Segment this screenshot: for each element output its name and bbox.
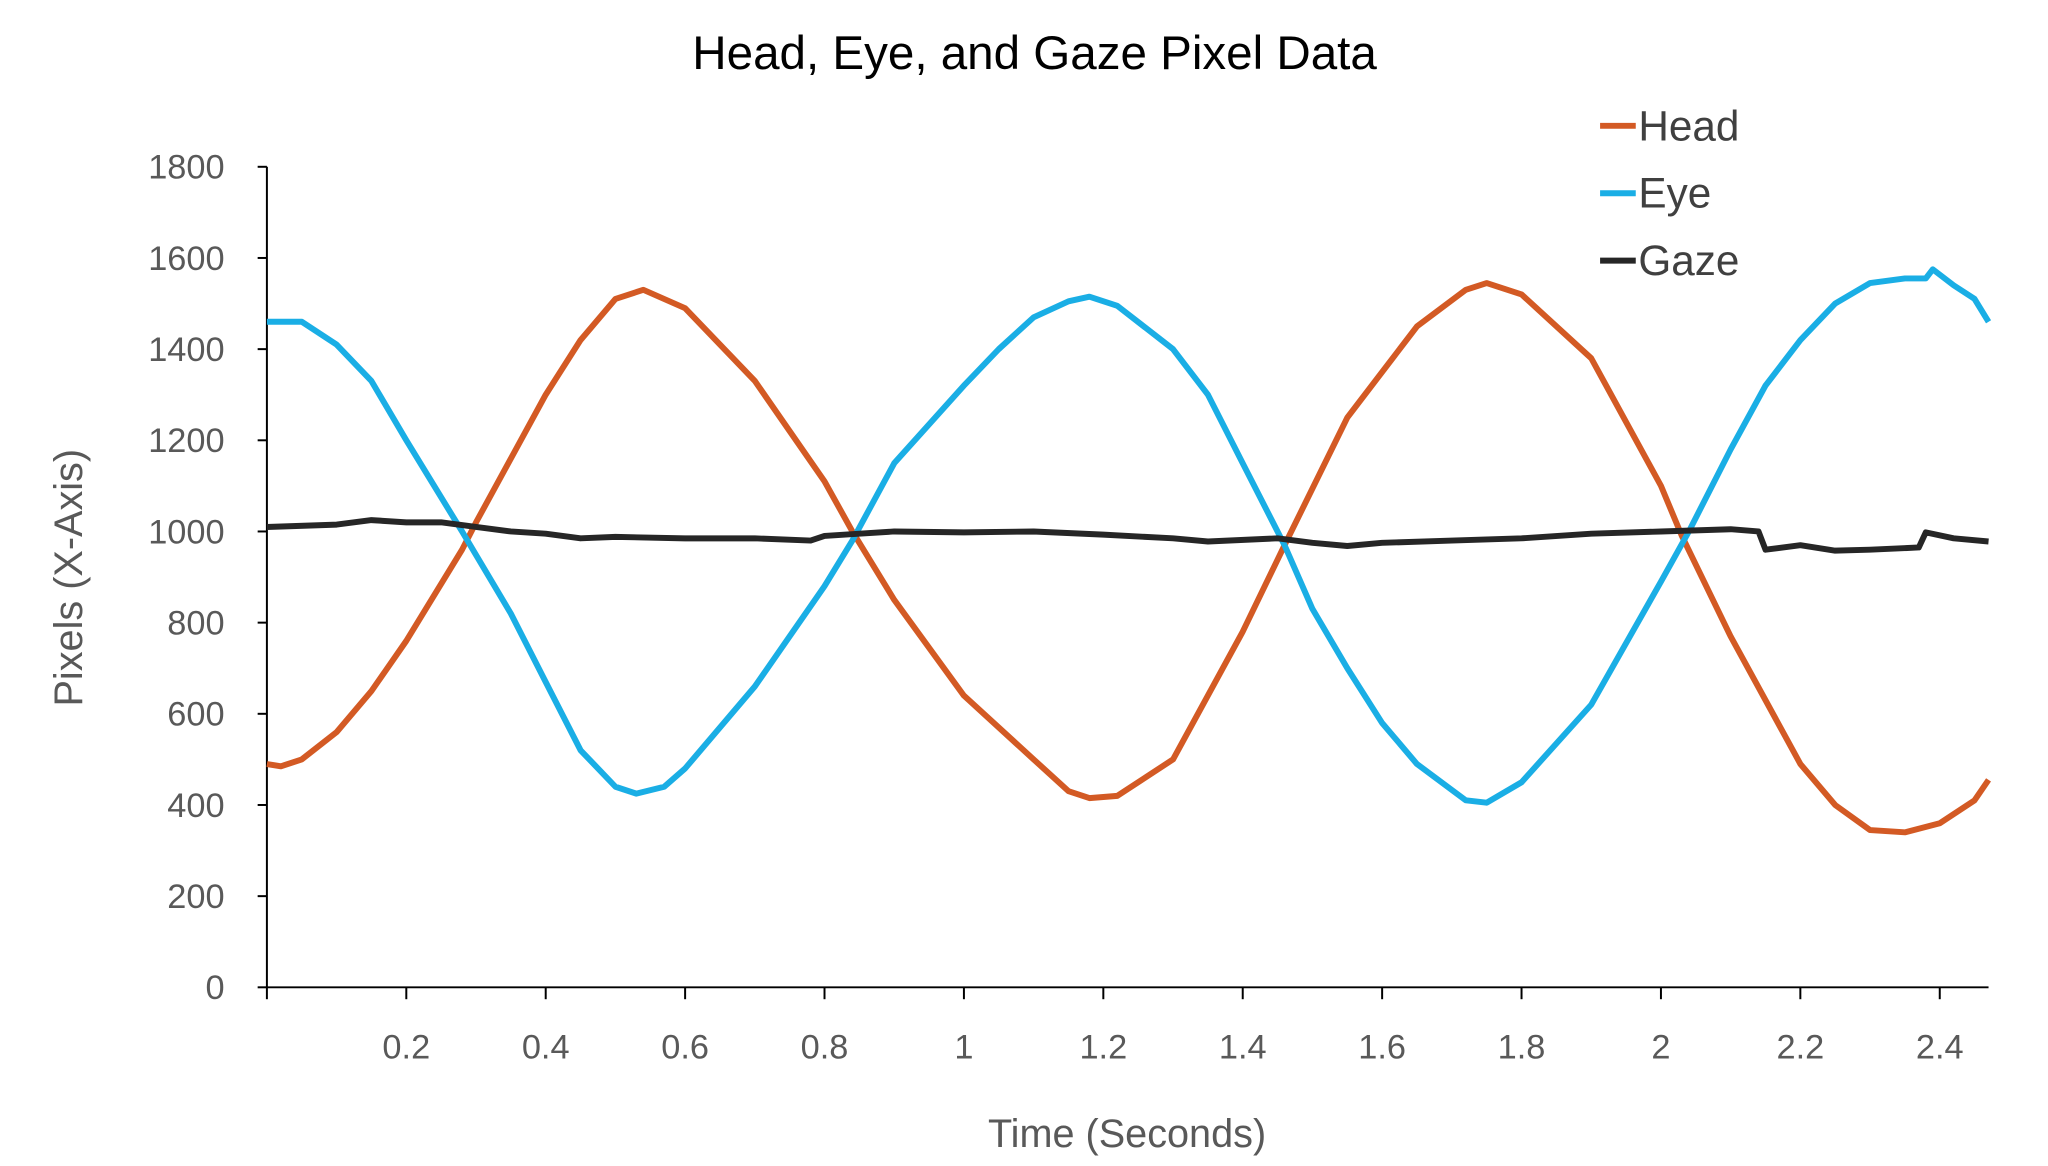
y-tick-label: 200 — [167, 878, 224, 916]
legend-label-gaze: Gaze — [1638, 237, 1739, 284]
x-tick-label: 1.6 — [1358, 1029, 1406, 1067]
legend-label-eye: Eye — [1638, 170, 1711, 217]
x-tick-label: 0.6 — [661, 1029, 709, 1067]
y-tick-label: 0 — [206, 969, 225, 1007]
x-tick-label: 1 — [954, 1029, 973, 1067]
y-tick-label: 1400 — [148, 331, 224, 369]
y-tick-label: 400 — [167, 787, 224, 825]
y-tick-label: 1000 — [148, 513, 224, 551]
series-line-gaze — [266, 517, 1989, 554]
legend-label-head: Head — [1638, 102, 1739, 149]
series-line-eye — [266, 266, 1992, 806]
series-line-head — [266, 280, 1991, 836]
y-tick-label: 600 — [167, 696, 224, 734]
y-tick-label: 800 — [167, 605, 224, 643]
x-tick-label: 0.2 — [382, 1029, 430, 1067]
x-axis-label: Time (Seconds) — [988, 1112, 1266, 1156]
x-tick-label: 1.8 — [1498, 1029, 1546, 1067]
y-tick-label: 1800 — [148, 149, 224, 187]
x-tick-label: 0.4 — [522, 1029, 570, 1067]
y-tick-label: 1600 — [148, 240, 224, 278]
x-tick-label: 2.4 — [1916, 1029, 1964, 1067]
x-tick-label: 0.8 — [801, 1029, 849, 1067]
chart-title: Head, Eye, and Gaze Pixel Data — [692, 27, 1377, 80]
x-tick-label: 1.2 — [1079, 1029, 1127, 1067]
x-tick-label: 2 — [1651, 1029, 1670, 1067]
y-axis-label: Pixels (X-Axis) — [47, 449, 91, 707]
x-tick-label: 1.4 — [1219, 1029, 1267, 1067]
x-tick-label: 2.2 — [1776, 1029, 1824, 1067]
y-tick-label: 1200 — [148, 422, 224, 460]
